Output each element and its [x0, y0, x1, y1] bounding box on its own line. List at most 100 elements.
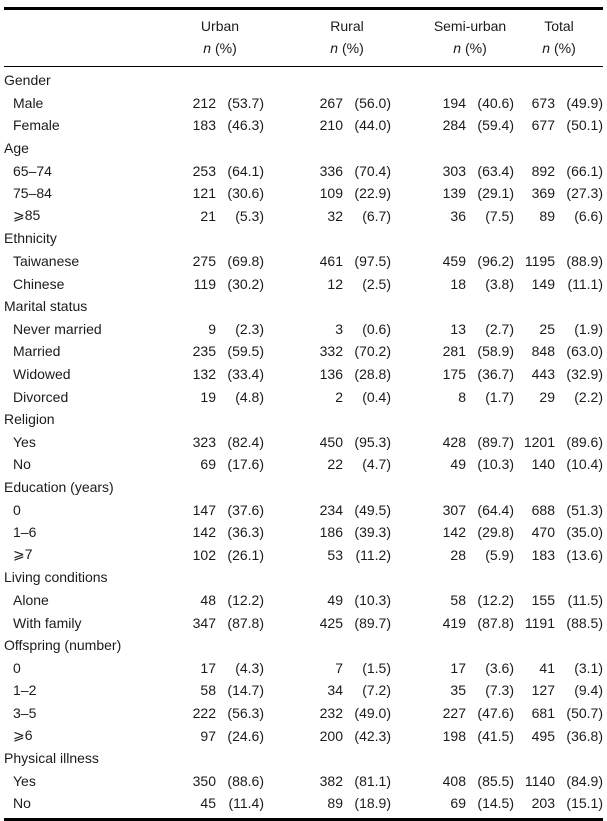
row-label: ⩾6 [13, 727, 33, 744]
table-row: Never married 9 (2.3) 3 (0.6) 13 (2.7) 25 (1.9) [4, 318, 603, 341]
cell-count: 89 [327, 795, 343, 812]
cell-count: 102 [192, 546, 216, 563]
data-cell-inner: 688 (51.3) [515, 502, 603, 518]
cell-count: 303 [442, 162, 466, 179]
cell-count: 136 [319, 366, 343, 383]
demographics-table: Urban Rural Semi-urban Total n (%) n [4, 7, 603, 821]
cell-percent: (59.4) [477, 117, 514, 134]
table-group-row: Education (years) [4, 476, 603, 499]
cell-percent: (6.6) [574, 207, 603, 224]
cell-count: 21 [200, 207, 216, 224]
cell-count: 53 [327, 546, 343, 563]
cell-count: 69 [450, 795, 466, 812]
data-cell: 35 (7.3) [391, 682, 514, 698]
data-cell-inner: 140 (10.4) [515, 456, 603, 472]
data-cell-inner: 350 (88.6) [176, 773, 264, 789]
table-row: 3–5 222 (56.3) 232 (49.0) 227 (47.6) 681 (50.7) [4, 702, 603, 725]
data-cell: 45 (11.4) [170, 795, 264, 811]
data-cell: 132 (33.4) [170, 366, 264, 382]
data-cell: 127 (9.4) [514, 682, 603, 698]
data-cell-inner: 267 (56.0) [303, 95, 391, 111]
cell-count: 28 [450, 546, 466, 563]
table-group-row: Age [4, 137, 603, 160]
cell-percent: (7.5) [485, 207, 514, 224]
data-cell: 307 (64.4) [391, 502, 514, 518]
data-cell: 198 (41.5) [391, 728, 514, 744]
cell-count: 19 [200, 388, 216, 405]
cell-percent: (39.3) [354, 524, 391, 541]
data-cell: 89 (6.6) [514, 208, 603, 224]
data-cell-inner: 1191 (88.5) [515, 615, 603, 631]
column-header-label: Rural [330, 18, 364, 34]
cell-count: 673 [531, 94, 555, 111]
data-cell: 19 (4.8) [170, 389, 264, 405]
data-cell: 428 (89.7) [391, 434, 514, 450]
table-row: No 45 (11.4) 89 (18.9) 69 (14.5) 203 (15.1) [4, 792, 603, 815]
cell-percent: (10.4) [566, 456, 603, 473]
data-cell: 1191 (88.5) [514, 615, 603, 631]
cell-count: 183 [531, 546, 555, 563]
data-cell: 443 (32.9) [514, 366, 603, 382]
data-cell: 49 (10.3) [391, 456, 514, 472]
data-cell: 350 (88.6) [170, 773, 264, 789]
cell-count: 275 [192, 253, 216, 270]
data-cell: 142 (29.8) [391, 524, 514, 540]
row-label: Yes [13, 433, 36, 450]
row-label: With family [13, 614, 82, 631]
cell-percent: (13.6) [566, 546, 603, 563]
cell-count: 461 [319, 253, 343, 270]
data-cell: 29 (2.2) [514, 389, 603, 405]
data-cell: 69 (14.5) [391, 795, 514, 811]
data-cell-inner: 408 (85.5) [426, 773, 514, 789]
row-label: 75–84 [13, 185, 52, 202]
cell-count: 142 [442, 524, 466, 541]
cell-count: 284 [442, 117, 466, 134]
cell-count: 281 [442, 343, 466, 360]
row-label: Never married [13, 320, 102, 337]
data-cell-inner: 1201 (89.6) [515, 434, 603, 450]
cell-percent: (49.0) [354, 704, 391, 721]
row-label: Taiwanese [13, 253, 80, 270]
cell-count: 41 [539, 659, 555, 676]
cell-count: 36 [450, 207, 466, 224]
cell-percent: (46.3) [227, 117, 264, 134]
cell-count: 127 [531, 682, 555, 699]
cell-count: 1201 [523, 433, 555, 450]
data-cell-inner: 35 (7.3) [426, 682, 514, 698]
data-cell-inner: 222 (56.3) [176, 705, 264, 721]
n-symbol: n [453, 40, 462, 56]
table-group-row: Religion [4, 408, 603, 431]
data-cell: 347 (87.8) [170, 615, 264, 631]
data-cell: 140 (10.4) [514, 456, 603, 472]
data-cell-inner: 48 (12.2) [176, 592, 264, 608]
cell-count: 235 [192, 343, 216, 360]
data-cell-inner: 183 (13.6) [515, 547, 603, 563]
table-row: Taiwanese 275 (69.8) 461 (97.5) 459 (96.2) 1195… [4, 250, 603, 273]
row-label: Divorced [13, 388, 69, 405]
cell-percent: (24.6) [227, 727, 264, 744]
cell-percent: (70.4) [354, 162, 391, 179]
data-cell: 22 (4.7) [264, 456, 391, 472]
data-cell-inner: 235 (59.5) [176, 343, 264, 359]
cell-percent: (12.2) [227, 591, 264, 608]
cell-count: 8 [458, 388, 466, 405]
data-cell: 892 (66.1) [514, 163, 603, 179]
row-label: No [13, 795, 31, 812]
data-cell: 69 (17.6) [170, 456, 264, 472]
cell-count: 140 [531, 456, 555, 473]
data-cell: 227 (47.6) [391, 705, 514, 721]
row-label: 1–6 [13, 524, 37, 541]
pct-symbol: (%) [464, 40, 487, 56]
data-cell: 149 (11.1) [514, 276, 603, 292]
data-cell-inner: 347 (87.8) [176, 615, 264, 631]
data-cell-inner: 681 (50.7) [515, 705, 603, 721]
data-cell: 2 (0.4) [264, 389, 391, 405]
cell-count: 200 [319, 727, 343, 744]
cell-percent: (59.5) [227, 343, 264, 360]
data-cell-inner: 32 (6.7) [303, 208, 391, 224]
data-cell-inner: 470 (35.0) [515, 524, 603, 540]
cell-percent: (9.4) [574, 682, 603, 699]
cell-percent: (88.9) [566, 253, 603, 270]
n-symbol: n [542, 40, 551, 56]
column-header-urban: Urban [170, 18, 264, 34]
